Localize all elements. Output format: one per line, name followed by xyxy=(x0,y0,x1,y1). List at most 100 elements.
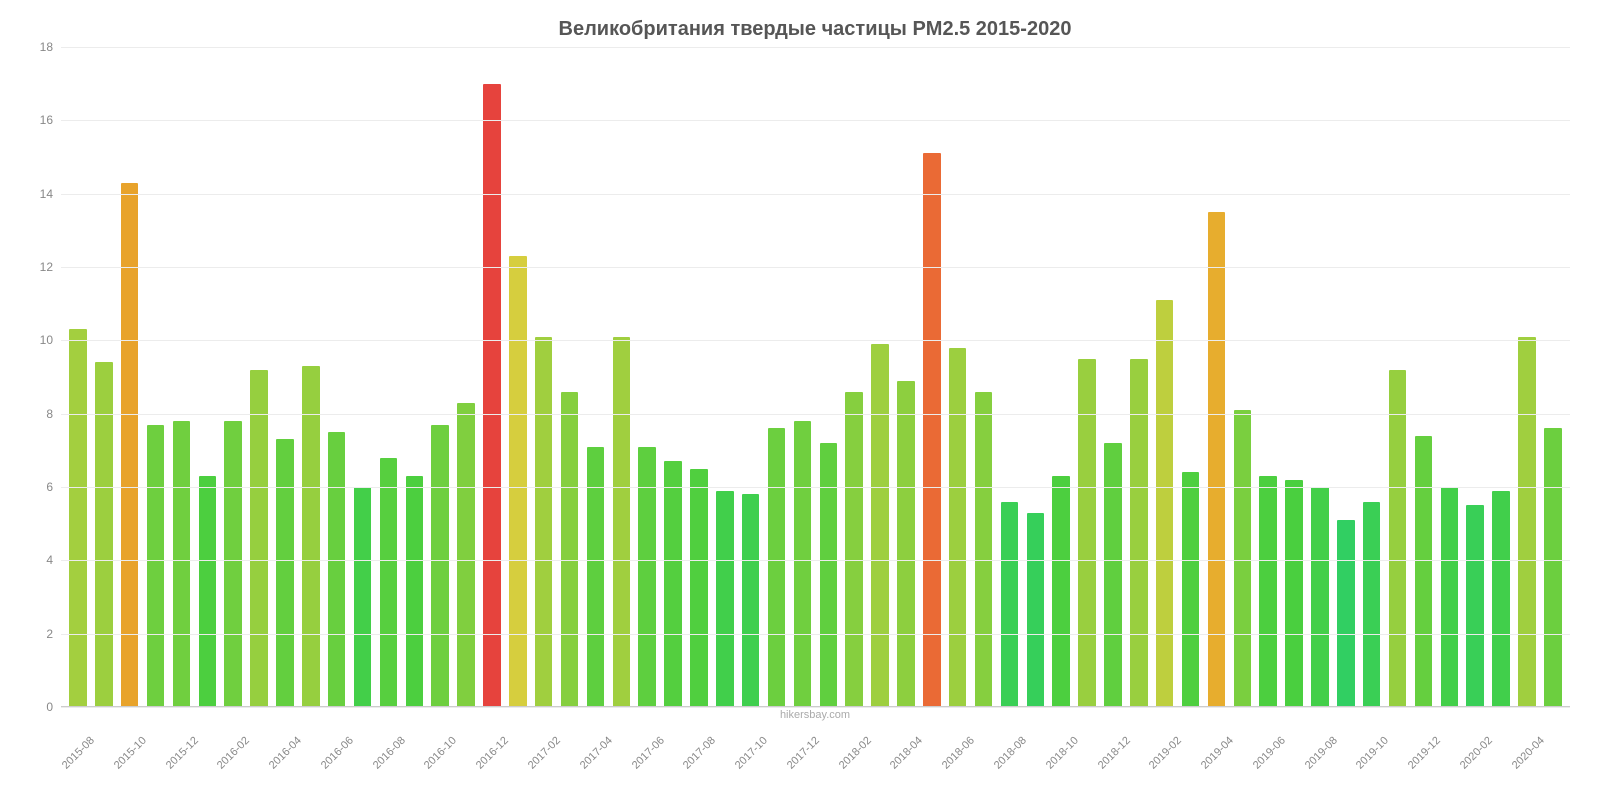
x-slot: 2017-06 xyxy=(634,744,660,792)
bar xyxy=(1259,476,1277,707)
gridline xyxy=(61,47,1570,48)
bar-slot xyxy=(1229,47,1255,707)
x-slot: 2017-08 xyxy=(685,744,711,792)
plot-area: 024681012141618 hikersbay.com xyxy=(60,47,1570,707)
bar-slot xyxy=(427,47,453,707)
bar-slot xyxy=(945,47,971,707)
x-slot xyxy=(608,744,634,792)
bar-slot xyxy=(815,47,841,707)
bar-slot xyxy=(117,47,143,707)
bar xyxy=(587,447,605,707)
x-slot xyxy=(556,744,582,792)
x-slot: 2018-02 xyxy=(841,744,867,792)
x-slot: 2020-04 xyxy=(1514,744,1540,792)
bar xyxy=(1389,370,1407,707)
bar xyxy=(613,337,631,707)
x-slot xyxy=(659,744,685,792)
gridline xyxy=(61,120,1570,121)
bar-slot xyxy=(764,47,790,707)
x-slot: 2016-08 xyxy=(375,744,401,792)
bar-slot xyxy=(194,47,220,707)
bar-slot xyxy=(246,47,272,707)
x-slot xyxy=(245,744,271,792)
bar-slot xyxy=(479,47,505,707)
bar xyxy=(716,491,734,707)
bar xyxy=(1234,410,1252,707)
x-slot xyxy=(193,744,219,792)
x-slot: 2017-02 xyxy=(530,744,556,792)
bar xyxy=(276,439,294,707)
bar xyxy=(1104,443,1122,707)
gridline xyxy=(61,414,1570,415)
x-slot: 2017-10 xyxy=(737,744,763,792)
bar xyxy=(768,428,786,707)
bar xyxy=(302,366,320,707)
x-slot xyxy=(1229,744,1255,792)
bar xyxy=(1027,513,1045,707)
x-slot: 2019-04 xyxy=(1203,744,1229,792)
bar-slot xyxy=(1281,47,1307,707)
bar-slot xyxy=(453,47,479,707)
x-slot xyxy=(297,744,323,792)
chart-credit: hikersbay.com xyxy=(60,709,1570,721)
bar xyxy=(69,329,87,707)
bar xyxy=(431,425,449,707)
bar xyxy=(224,421,242,707)
bar xyxy=(147,425,165,707)
x-slot xyxy=(1281,744,1307,792)
bar-slot xyxy=(1540,47,1566,707)
bar-slot xyxy=(376,47,402,707)
x-slot xyxy=(90,744,116,792)
bar-slot xyxy=(220,47,246,707)
bar xyxy=(173,421,191,707)
x-slot: 2016-02 xyxy=(219,744,245,792)
y-tick-label: 8 xyxy=(23,407,53,421)
bar-slot xyxy=(971,47,997,707)
bar xyxy=(1052,476,1070,707)
gridline xyxy=(61,560,1570,561)
x-axis-labels: 2015-082015-102015-122016-022016-042016-… xyxy=(60,744,1570,792)
x-slot xyxy=(1488,744,1514,792)
x-slot xyxy=(1177,744,1203,792)
x-slot xyxy=(504,744,530,792)
bar xyxy=(1337,520,1355,707)
bar-slot xyxy=(1074,47,1100,707)
bar-slot xyxy=(505,47,531,707)
bar-slot xyxy=(324,47,350,707)
bar-slot xyxy=(686,47,712,707)
x-slot: 2015-12 xyxy=(168,744,194,792)
bar xyxy=(561,392,579,707)
bar-slot xyxy=(738,47,764,707)
y-tick-label: 18 xyxy=(23,40,53,54)
x-slot: 2016-12 xyxy=(478,744,504,792)
bar-slot xyxy=(272,47,298,707)
x-slot: 2016-04 xyxy=(271,744,297,792)
bar-slot xyxy=(790,47,816,707)
bar xyxy=(1156,300,1174,707)
bar xyxy=(406,476,424,707)
bar-slot xyxy=(143,47,169,707)
bar-slot xyxy=(867,47,893,707)
bar-slot xyxy=(1048,47,1074,707)
pm25-bar-chart: Великобритания твердые частицы PM2.5 201… xyxy=(0,0,1600,800)
bar xyxy=(923,153,941,707)
bar xyxy=(509,256,527,707)
bar-slot xyxy=(401,47,427,707)
x-slot: 2016-10 xyxy=(426,744,452,792)
y-tick-label: 0 xyxy=(23,700,53,714)
bar xyxy=(354,487,372,707)
bar-slot xyxy=(997,47,1023,707)
bar xyxy=(1001,502,1019,707)
bar-slot xyxy=(1307,47,1333,707)
y-tick-label: 6 xyxy=(23,480,53,494)
x-slot: 2017-12 xyxy=(789,744,815,792)
bar-slot xyxy=(1178,47,1204,707)
y-tick-label: 14 xyxy=(23,187,53,201)
bar-slot xyxy=(1488,47,1514,707)
x-slot xyxy=(452,744,478,792)
x-slot xyxy=(1126,744,1152,792)
x-slot: 2016-06 xyxy=(323,744,349,792)
x-slot xyxy=(918,744,944,792)
x-slot: 2018-10 xyxy=(1048,744,1074,792)
bar xyxy=(1130,359,1148,707)
